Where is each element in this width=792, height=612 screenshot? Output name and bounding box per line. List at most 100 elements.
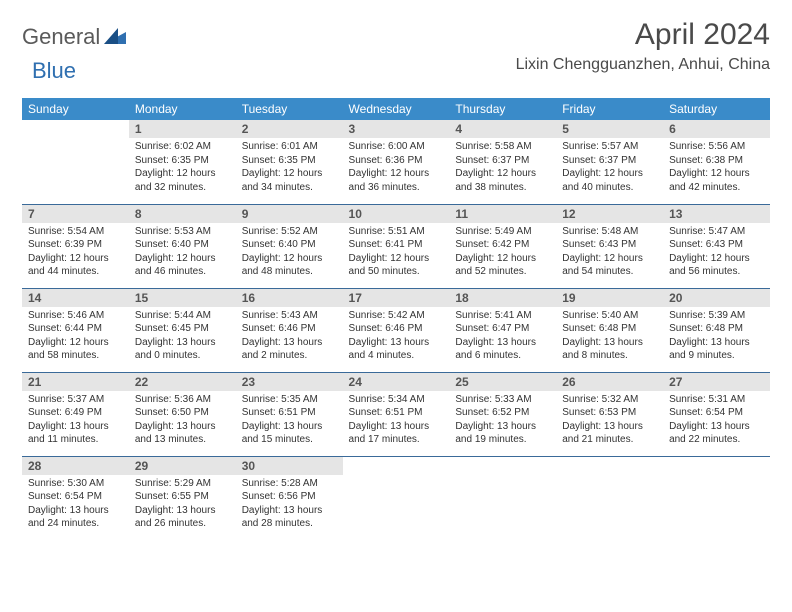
day-data-line: Daylight: 12 hours bbox=[28, 252, 123, 266]
day-data-line: Daylight: 12 hours bbox=[242, 252, 337, 266]
day-data-line: and 15 minutes. bbox=[242, 433, 337, 447]
calendar-cell: 6Sunrise: 5:56 AMSunset: 6:38 PMDaylight… bbox=[663, 120, 770, 204]
day-data-line: Sunset: 6:39 PM bbox=[28, 238, 123, 252]
day-number: 13 bbox=[663, 205, 770, 223]
calendar-cell: 9Sunrise: 5:52 AMSunset: 6:40 PMDaylight… bbox=[236, 204, 343, 288]
day-number: 1 bbox=[129, 120, 236, 138]
day-data-line: and 0 minutes. bbox=[135, 349, 230, 363]
calendar-cell: 11Sunrise: 5:49 AMSunset: 6:42 PMDayligh… bbox=[449, 204, 556, 288]
weekday-header: Saturday bbox=[663, 98, 770, 120]
day-data-line: Daylight: 13 hours bbox=[562, 336, 657, 350]
calendar-cell: 20Sunrise: 5:39 AMSunset: 6:48 PMDayligh… bbox=[663, 288, 770, 372]
calendar-cell: 1Sunrise: 6:02 AMSunset: 6:35 PMDaylight… bbox=[129, 120, 236, 204]
day-data-line: Sunset: 6:51 PM bbox=[242, 406, 337, 420]
day-data-line: Sunrise: 5:40 AM bbox=[562, 309, 657, 323]
calendar-cell bbox=[449, 456, 556, 540]
day-data: Sunrise: 6:01 AMSunset: 6:35 PMDaylight:… bbox=[236, 138, 343, 198]
calendar-cell: 16Sunrise: 5:43 AMSunset: 6:46 PMDayligh… bbox=[236, 288, 343, 372]
day-data-line: Daylight: 13 hours bbox=[349, 420, 444, 434]
weekday-header: Monday bbox=[129, 98, 236, 120]
day-data-line: Daylight: 13 hours bbox=[28, 420, 123, 434]
day-data: Sunrise: 5:48 AMSunset: 6:43 PMDaylight:… bbox=[556, 223, 663, 283]
day-data-line: Sunset: 6:43 PM bbox=[669, 238, 764, 252]
day-data-line: and 19 minutes. bbox=[455, 433, 550, 447]
weekday-header: Tuesday bbox=[236, 98, 343, 120]
calendar-row: 28Sunrise: 5:30 AMSunset: 6:54 PMDayligh… bbox=[22, 456, 770, 540]
day-number: 23 bbox=[236, 373, 343, 391]
day-data-line: Sunset: 6:52 PM bbox=[455, 406, 550, 420]
day-data: Sunrise: 5:33 AMSunset: 6:52 PMDaylight:… bbox=[449, 391, 556, 451]
calendar-cell: 30Sunrise: 5:28 AMSunset: 6:56 PMDayligh… bbox=[236, 456, 343, 540]
day-number: 17 bbox=[343, 289, 450, 307]
day-data-line: and 22 minutes. bbox=[669, 433, 764, 447]
day-data-line: Daylight: 13 hours bbox=[242, 504, 337, 518]
day-data-line: and 58 minutes. bbox=[28, 349, 123, 363]
day-data-line: Sunset: 6:37 PM bbox=[455, 154, 550, 168]
day-data: Sunrise: 5:53 AMSunset: 6:40 PMDaylight:… bbox=[129, 223, 236, 283]
calendar-cell: 21Sunrise: 5:37 AMSunset: 6:49 PMDayligh… bbox=[22, 372, 129, 456]
day-number: 14 bbox=[22, 289, 129, 307]
calendar-cell bbox=[663, 456, 770, 540]
day-data-line: Sunset: 6:55 PM bbox=[135, 490, 230, 504]
day-data-line: Daylight: 12 hours bbox=[349, 252, 444, 266]
calendar-cell: 27Sunrise: 5:31 AMSunset: 6:54 PMDayligh… bbox=[663, 372, 770, 456]
day-data: Sunrise: 6:02 AMSunset: 6:35 PMDaylight:… bbox=[129, 138, 236, 198]
day-data: Sunrise: 5:35 AMSunset: 6:51 PMDaylight:… bbox=[236, 391, 343, 451]
day-data-line: Sunrise: 5:41 AM bbox=[455, 309, 550, 323]
day-data-line: Daylight: 12 hours bbox=[455, 252, 550, 266]
day-data-line: Sunrise: 6:00 AM bbox=[349, 140, 444, 154]
day-data-line: Sunset: 6:40 PM bbox=[242, 238, 337, 252]
calendar-cell: 29Sunrise: 5:29 AMSunset: 6:55 PMDayligh… bbox=[129, 456, 236, 540]
month-title: April 2024 bbox=[516, 18, 770, 52]
logo: General bbox=[22, 18, 128, 50]
day-data-line: and 13 minutes. bbox=[135, 433, 230, 447]
weekday-header: Thursday bbox=[449, 98, 556, 120]
day-data-line: and 54 minutes. bbox=[562, 265, 657, 279]
calendar-cell: 8Sunrise: 5:53 AMSunset: 6:40 PMDaylight… bbox=[129, 204, 236, 288]
day-data: Sunrise: 5:36 AMSunset: 6:50 PMDaylight:… bbox=[129, 391, 236, 451]
day-data-line: Sunset: 6:54 PM bbox=[669, 406, 764, 420]
day-data-line: Sunset: 6:45 PM bbox=[135, 322, 230, 336]
calendar-cell: 4Sunrise: 5:58 AMSunset: 6:37 PMDaylight… bbox=[449, 120, 556, 204]
weekday-header: Friday bbox=[556, 98, 663, 120]
weekday-header: Sunday bbox=[22, 98, 129, 120]
day-data-line: and 52 minutes. bbox=[455, 265, 550, 279]
day-data-line: Sunset: 6:53 PM bbox=[562, 406, 657, 420]
day-data-line: Sunrise: 5:30 AM bbox=[28, 477, 123, 491]
day-data-line: and 9 minutes. bbox=[669, 349, 764, 363]
day-data-line: Daylight: 12 hours bbox=[349, 167, 444, 181]
weekday-header: Wednesday bbox=[343, 98, 450, 120]
day-data-line: Sunset: 6:47 PM bbox=[455, 322, 550, 336]
day-data-line: Daylight: 12 hours bbox=[135, 252, 230, 266]
day-number: 7 bbox=[22, 205, 129, 223]
day-number: 24 bbox=[343, 373, 450, 391]
day-data-line: and 32 minutes. bbox=[135, 181, 230, 195]
day-data-line: Sunrise: 5:46 AM bbox=[28, 309, 123, 323]
day-number: 11 bbox=[449, 205, 556, 223]
day-data-line: and 48 minutes. bbox=[242, 265, 337, 279]
day-data-line: Daylight: 12 hours bbox=[562, 167, 657, 181]
day-data-line: Daylight: 13 hours bbox=[455, 420, 550, 434]
day-data-line: Sunrise: 5:36 AM bbox=[135, 393, 230, 407]
day-data-line: and 6 minutes. bbox=[455, 349, 550, 363]
day-data-line: and 11 minutes. bbox=[28, 433, 123, 447]
day-number: 19 bbox=[556, 289, 663, 307]
day-number: 4 bbox=[449, 120, 556, 138]
day-data-line: Daylight: 13 hours bbox=[135, 504, 230, 518]
day-data: Sunrise: 5:32 AMSunset: 6:53 PMDaylight:… bbox=[556, 391, 663, 451]
day-data-line: and 2 minutes. bbox=[242, 349, 337, 363]
day-data-line: Sunrise: 5:54 AM bbox=[28, 225, 123, 239]
day-data-line: Sunset: 6:37 PM bbox=[562, 154, 657, 168]
day-data-line: Sunset: 6:48 PM bbox=[562, 322, 657, 336]
day-data-line: and 24 minutes. bbox=[28, 517, 123, 531]
day-number: 20 bbox=[663, 289, 770, 307]
calendar-cell: 13Sunrise: 5:47 AMSunset: 6:43 PMDayligh… bbox=[663, 204, 770, 288]
day-data-line: and 21 minutes. bbox=[562, 433, 657, 447]
day-data-line: Sunrise: 5:53 AM bbox=[135, 225, 230, 239]
calendar-row: 21Sunrise: 5:37 AMSunset: 6:49 PMDayligh… bbox=[22, 372, 770, 456]
day-data-line: Sunset: 6:46 PM bbox=[242, 322, 337, 336]
day-data: Sunrise: 5:29 AMSunset: 6:55 PMDaylight:… bbox=[129, 475, 236, 535]
day-data: Sunrise: 5:57 AMSunset: 6:37 PMDaylight:… bbox=[556, 138, 663, 198]
day-data-line: Sunset: 6:50 PM bbox=[135, 406, 230, 420]
day-data-line: Sunrise: 5:37 AM bbox=[28, 393, 123, 407]
